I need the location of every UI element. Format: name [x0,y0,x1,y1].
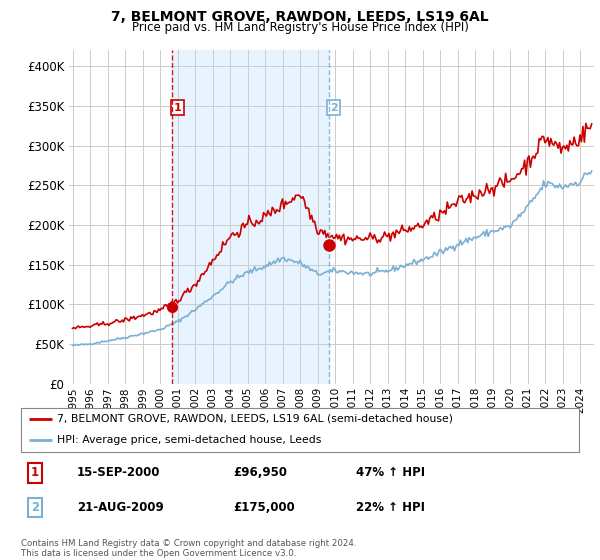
Text: 1: 1 [174,102,182,113]
Text: 21-AUG-2009: 21-AUG-2009 [77,501,164,514]
Text: 47% ↑ HPI: 47% ↑ HPI [356,466,425,479]
Text: 2: 2 [31,501,39,514]
Text: HPI: Average price, semi-detached house, Leeds: HPI: Average price, semi-detached house,… [57,435,322,445]
Text: 7, BELMONT GROVE, RAWDON, LEEDS, LS19 6AL (semi-detached house): 7, BELMONT GROVE, RAWDON, LEEDS, LS19 6A… [57,414,453,424]
Text: 15-SEP-2000: 15-SEP-2000 [77,466,160,479]
Text: 7, BELMONT GROVE, RAWDON, LEEDS, LS19 6AL: 7, BELMONT GROVE, RAWDON, LEEDS, LS19 6A… [111,10,489,24]
Bar [172,50,329,384]
Text: Contains HM Land Registry data © Crown copyright and database right 2024.
This d: Contains HM Land Registry data © Crown c… [21,539,356,558]
Text: £96,950: £96,950 [233,466,287,479]
Text: Price paid vs. HM Land Registry's House Price Index (HPI): Price paid vs. HM Land Registry's House … [131,21,469,34]
Text: 22% ↑ HPI: 22% ↑ HPI [356,501,425,514]
Text: 1: 1 [31,466,39,479]
Text: £175,000: £175,000 [233,501,295,514]
Text: 2: 2 [330,102,338,113]
